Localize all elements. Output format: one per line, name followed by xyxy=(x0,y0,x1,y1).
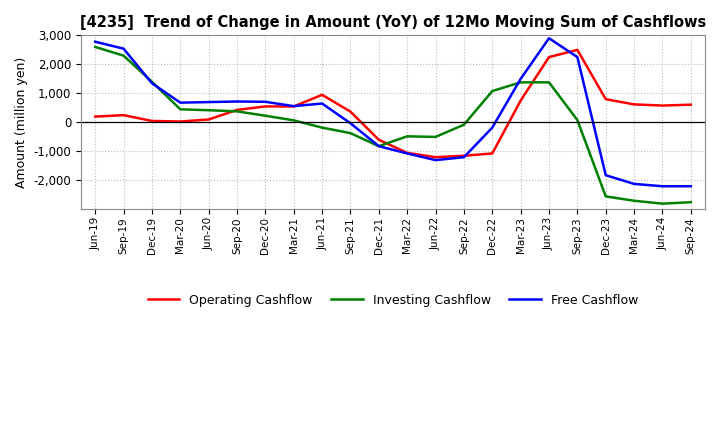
Investing Cashflow xyxy=(630,198,639,203)
Free Cashflow xyxy=(374,143,383,149)
Operating Cashflow xyxy=(318,92,326,98)
Operating Cashflow xyxy=(289,104,298,109)
Free Cashflow xyxy=(630,181,639,187)
Operating Cashflow xyxy=(204,117,213,122)
Investing Cashflow xyxy=(573,117,582,123)
Operating Cashflow xyxy=(686,102,695,107)
Operating Cashflow xyxy=(545,55,554,60)
Free Cashflow xyxy=(431,158,440,163)
Title: [4235]  Trend of Change in Amount (YoY) of 12Mo Moving Sum of Cashflows: [4235] Trend of Change in Amount (YoY) o… xyxy=(80,15,706,30)
Investing Cashflow xyxy=(204,107,213,113)
Investing Cashflow xyxy=(658,201,667,206)
Free Cashflow xyxy=(403,151,412,156)
Operating Cashflow xyxy=(374,137,383,143)
Investing Cashflow xyxy=(289,118,298,123)
Free Cashflow xyxy=(686,183,695,189)
Operating Cashflow xyxy=(601,96,610,102)
Free Cashflow xyxy=(289,103,298,109)
Free Cashflow xyxy=(91,39,99,44)
Investing Cashflow xyxy=(120,53,128,58)
Investing Cashflow xyxy=(176,106,184,112)
Free Cashflow xyxy=(261,99,270,104)
Line: Operating Cashflow: Operating Cashflow xyxy=(95,50,690,157)
Free Cashflow xyxy=(346,121,355,126)
Operating Cashflow xyxy=(630,102,639,107)
Free Cashflow xyxy=(318,101,326,106)
Line: Free Cashflow: Free Cashflow xyxy=(95,38,690,186)
Investing Cashflow xyxy=(516,80,525,85)
Operating Cashflow xyxy=(516,98,525,103)
Investing Cashflow xyxy=(346,131,355,136)
Operating Cashflow xyxy=(120,113,128,118)
Free Cashflow xyxy=(545,36,554,41)
Operating Cashflow xyxy=(346,109,355,114)
Free Cashflow xyxy=(233,99,241,104)
Investing Cashflow xyxy=(261,113,270,118)
Operating Cashflow xyxy=(176,119,184,124)
Free Cashflow xyxy=(658,183,667,189)
Operating Cashflow xyxy=(573,47,582,52)
Line: Investing Cashflow: Investing Cashflow xyxy=(95,47,690,204)
Free Cashflow xyxy=(148,81,156,86)
Free Cashflow xyxy=(120,46,128,51)
Free Cashflow xyxy=(204,99,213,105)
Investing Cashflow xyxy=(374,143,383,149)
Free Cashflow xyxy=(176,100,184,105)
Investing Cashflow xyxy=(431,134,440,139)
Operating Cashflow xyxy=(403,150,412,155)
Investing Cashflow xyxy=(403,134,412,139)
Investing Cashflow xyxy=(686,200,695,205)
Investing Cashflow xyxy=(91,44,99,50)
Free Cashflow xyxy=(459,154,468,160)
Free Cashflow xyxy=(488,125,497,130)
Operating Cashflow xyxy=(91,114,99,119)
Operating Cashflow xyxy=(488,151,497,156)
Operating Cashflow xyxy=(459,153,468,158)
Free Cashflow xyxy=(601,172,610,178)
Free Cashflow xyxy=(516,76,525,81)
Investing Cashflow xyxy=(601,194,610,199)
Operating Cashflow xyxy=(233,107,241,113)
Operating Cashflow xyxy=(658,103,667,108)
Y-axis label: Amount (million yen): Amount (million yen) xyxy=(15,57,28,188)
Investing Cashflow xyxy=(545,80,554,85)
Investing Cashflow xyxy=(318,125,326,130)
Investing Cashflow xyxy=(148,79,156,84)
Operating Cashflow xyxy=(431,154,440,160)
Free Cashflow xyxy=(573,55,582,60)
Investing Cashflow xyxy=(233,109,241,114)
Investing Cashflow xyxy=(459,122,468,127)
Investing Cashflow xyxy=(488,88,497,94)
Legend: Operating Cashflow, Investing Cashflow, Free Cashflow: Operating Cashflow, Investing Cashflow, … xyxy=(143,289,643,312)
Operating Cashflow xyxy=(148,118,156,124)
Operating Cashflow xyxy=(261,104,270,109)
